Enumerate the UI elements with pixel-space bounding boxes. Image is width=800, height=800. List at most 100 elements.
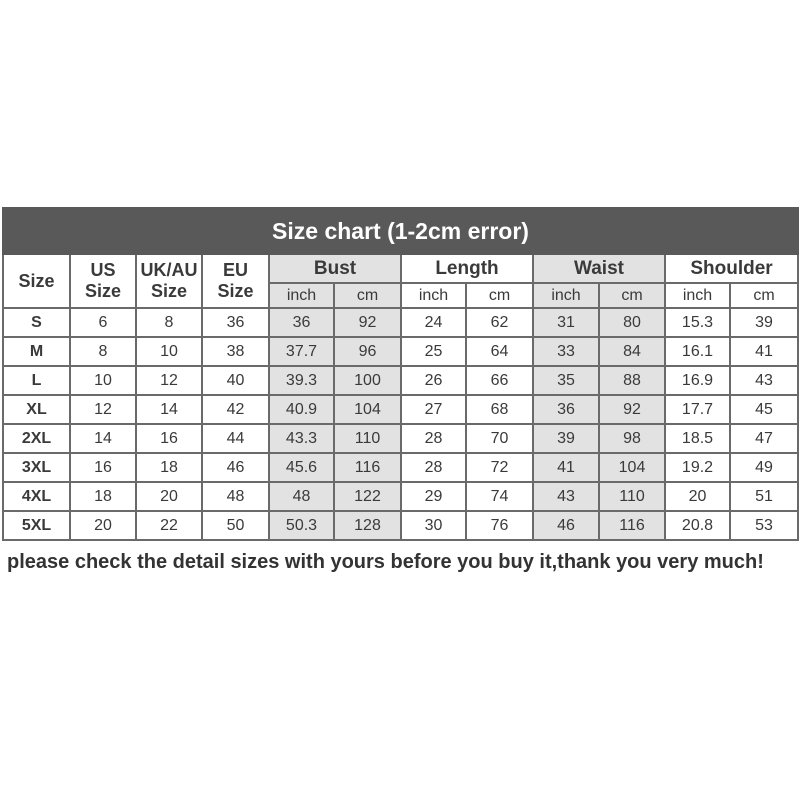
size-label: XL <box>2 394 71 425</box>
table-cell: 72 <box>465 452 534 483</box>
size-label: M <box>2 336 71 367</box>
table-cell: 16 <box>69 452 137 483</box>
size-label: 5XL <box>2 510 71 541</box>
header-eu-size: EU Size <box>201 253 270 309</box>
table-cell: 110 <box>333 423 402 454</box>
table-cell: 92 <box>333 307 402 338</box>
table-cell: 36 <box>532 394 600 425</box>
table-cell: 26 <box>400 365 467 396</box>
table-cell: 8 <box>135 307 203 338</box>
table-cell: 43 <box>729 365 799 396</box>
table-cell: 68 <box>465 394 534 425</box>
header-group-waist: Waist <box>532 253 666 284</box>
table-row: XL 12 14 42 40.9 104 27 68 36 92 17.7 45 <box>2 394 799 425</box>
table-cell: 45.6 <box>268 452 335 483</box>
header-group-bust: Bust <box>268 253 402 284</box>
table-cell: 46 <box>532 510 600 541</box>
table-cell: 18.5 <box>664 423 731 454</box>
table-cell: 49 <box>729 452 799 483</box>
table-cell: 43.3 <box>268 423 335 454</box>
size-label: L <box>2 365 71 396</box>
table-cell: 80 <box>598 307 666 338</box>
table-cell: 16 <box>135 423 203 454</box>
table-cell: 92 <box>598 394 666 425</box>
chart-title: Size chart (1-2cm error) <box>2 207 799 255</box>
table-cell: 66 <box>465 365 534 396</box>
header-uk-size-line: UK/AU <box>140 260 198 280</box>
table-cell: 15.3 <box>664 307 731 338</box>
table-cell: 41 <box>729 336 799 367</box>
table-cell: 18 <box>135 452 203 483</box>
table-cell: 37.7 <box>268 336 335 367</box>
header-eu-size-line: Size <box>217 281 254 301</box>
table-cell: 39 <box>729 307 799 338</box>
table-cell: 53 <box>729 510 799 541</box>
table-cell: 24 <box>400 307 467 338</box>
table-cell: 64 <box>465 336 534 367</box>
table-row: L 10 12 40 39.3 100 26 66 35 88 16.9 43 <box>2 365 799 396</box>
unit-row: inch cm inch cm inch cm inch cm <box>3 282 799 309</box>
table-cell: 100 <box>333 365 402 396</box>
table-cell: 14 <box>135 394 203 425</box>
header-row: Size US Size UK/AU Size EU Size Bust Length Waist… <box>2 253 799 309</box>
table-row: 3XL 16 18 46 45.6 116 28 72 41 104 19.2 49 <box>2 452 799 483</box>
table-cell: 16.1 <box>664 336 731 367</box>
table-cell: 84 <box>598 336 666 367</box>
table-cell: 48 <box>268 481 335 512</box>
table-cell: 36 <box>201 307 270 338</box>
size-label: 3XL <box>2 452 71 483</box>
table-cell: 88 <box>598 365 666 396</box>
table-cell: 29 <box>400 481 467 512</box>
table-cell: 39.3 <box>268 365 335 396</box>
table-cell: 70 <box>465 423 534 454</box>
header-size: Size <box>2 253 71 309</box>
table-cell: 98 <box>598 423 666 454</box>
footer-note: please check the detail sizes with yours… <box>7 551 764 573</box>
table-cell: 22 <box>135 510 203 541</box>
table-cell: 12 <box>69 394 137 425</box>
table-cell: 104 <box>598 452 666 483</box>
table-cell: 50 <box>201 510 270 541</box>
table-cell: 104 <box>333 394 402 425</box>
table-row: M 8 10 38 37.7 96 25 64 33 84 16.1 41 <box>2 336 799 367</box>
table-cell: 116 <box>333 452 402 483</box>
header-eu-size-line: EU <box>222 260 248 280</box>
unit-cm: cm <box>333 282 402 309</box>
table-cell: 31 <box>532 307 600 338</box>
table-cell: 19.2 <box>664 452 731 483</box>
table-cell: 62 <box>465 307 534 338</box>
table-cell: 51 <box>729 481 799 512</box>
table-cell: 16.9 <box>664 365 731 396</box>
table-cell: 50.3 <box>268 510 335 541</box>
header-us-size-line: US <box>90 260 116 280</box>
table-cell: 39 <box>532 423 600 454</box>
header-uk-size: UK/AU Size <box>135 253 203 309</box>
header-group-shoulder: Shoulder <box>664 253 799 284</box>
table-cell: 6 <box>69 307 137 338</box>
table-cell: 42 <box>201 394 270 425</box>
header-group-length: Length <box>400 253 534 284</box>
table-cell: 128 <box>333 510 402 541</box>
table-cell: 28 <box>400 452 467 483</box>
table-cell: 20 <box>69 510 137 541</box>
table-cell: 27 <box>400 394 467 425</box>
table-cell: 30 <box>400 510 467 541</box>
table-cell: 36 <box>268 307 335 338</box>
table-cell: 25 <box>400 336 467 367</box>
header-us-size-line: Size <box>84 281 122 301</box>
unit-inch: inch <box>532 282 600 309</box>
unit-inch: inch <box>664 282 731 309</box>
unit-cm: cm <box>598 282 666 309</box>
table-row: 4XL 18 20 48 48 122 29 74 43 110 20 51 <box>2 481 799 512</box>
header-uk-size-line: Size <box>150 281 188 301</box>
table-cell: 76 <box>465 510 534 541</box>
unit-inch: inch <box>268 282 335 309</box>
table-cell: 41 <box>532 452 600 483</box>
table-row: 5XL 20 22 50 50.3 128 30 76 46 116 20.8 53 <box>2 510 799 541</box>
table-cell: 28 <box>400 423 467 454</box>
size-label: 4XL <box>2 481 71 512</box>
table-cell: 17.7 <box>664 394 731 425</box>
table-cell: 10 <box>135 336 203 367</box>
table-row: S 6 8 36 36 92 24 62 31 80 15.3 39 <box>2 307 799 338</box>
table-cell: 116 <box>598 510 666 541</box>
